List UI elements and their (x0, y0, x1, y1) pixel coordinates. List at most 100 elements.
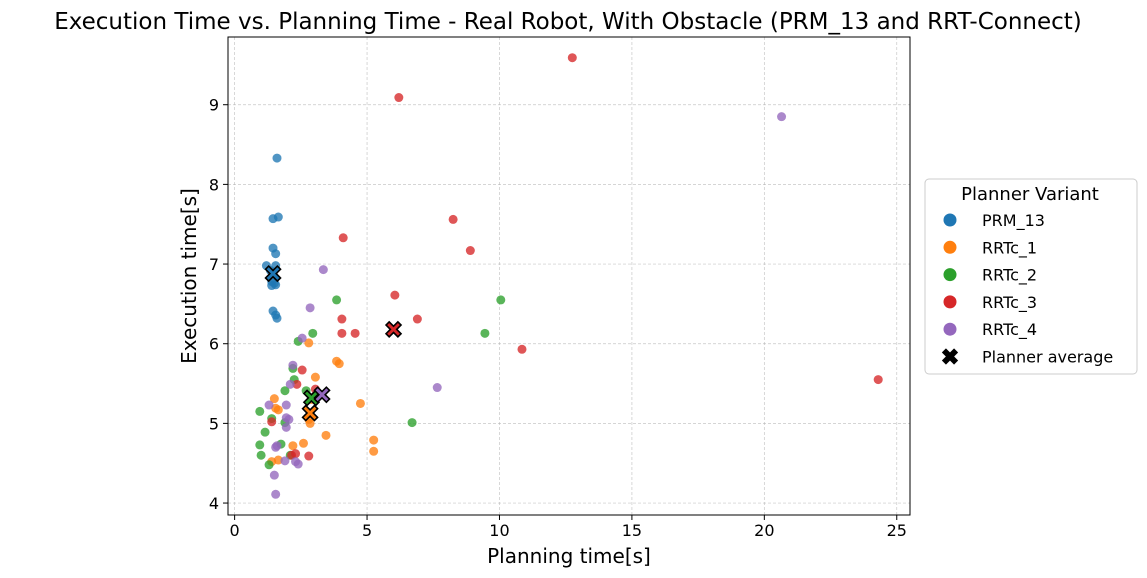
point-rrtc_2 (260, 427, 270, 437)
average-marker-rrtc_1 (301, 404, 319, 422)
legend-marker-prm_13 (943, 213, 957, 227)
point-rrtc_4 (297, 333, 307, 343)
y-axis-label: Execution time[s] (177, 188, 201, 364)
y-tick-label: 4 (209, 494, 219, 513)
point-rrtc_3 (517, 344, 527, 354)
point-rrtc_1 (273, 405, 283, 415)
point-rrtc_4 (288, 360, 298, 370)
point-rrtc_3 (394, 93, 404, 103)
point-rrtc_4 (432, 383, 442, 393)
y-tick-label: 5 (209, 414, 219, 433)
legend-label: RRTc_2 (982, 266, 1037, 286)
point-rrtc_4 (281, 422, 291, 432)
legend-marker-average (941, 348, 959, 365)
point-rrtc_1 (304, 338, 314, 348)
point-rrtc_3 (873, 375, 883, 385)
point-rrtc_3 (304, 451, 314, 461)
legend-title: Planner Variant (961, 184, 1099, 205)
axes: 0 5 10 15 20 25 4 5 6 7 8 9 (209, 36, 911, 540)
point-rrtc_4 (272, 441, 282, 451)
point-rrtc_3 (297, 365, 307, 375)
point-rrtc_2 (264, 460, 274, 470)
legend-label: PRM_13 (982, 211, 1045, 231)
x-axis-label: Planning time[s] (487, 544, 651, 568)
point-prm_13 (271, 249, 281, 259)
average-marker-rrtc_2 (302, 389, 321, 407)
point-prm_13 (267, 281, 277, 291)
point-rrtc_2 (332, 295, 342, 305)
point-rrtc_3 (337, 328, 347, 338)
point-rrtc_4 (305, 303, 315, 313)
point-rrtc_1 (334, 359, 344, 369)
average-marker-prm_13 (264, 264, 282, 283)
point-rrtc_3 (465, 246, 475, 256)
point-rrtc_4 (777, 112, 787, 122)
point-rrtc_1 (269, 394, 279, 404)
y-tick-label: 6 (209, 335, 219, 354)
point-rrtc_1 (298, 438, 308, 448)
data-points (255, 53, 883, 499)
point-rrtc_3 (350, 328, 360, 338)
legend: Planner Variant PRM_13 RRTc_1 RRTc_2 RRTc_3… (924, 178, 1138, 375)
plot-frame (227, 36, 911, 516)
y-tick-label: 9 (209, 96, 219, 115)
point-rrtc_3 (337, 314, 347, 324)
legend-marker-rrtc_3 (943, 295, 957, 309)
point-prm_13 (272, 313, 282, 323)
point-rrtc_4 (280, 456, 290, 466)
point-rrtc_4 (281, 400, 291, 410)
point-rrtc_1 (310, 372, 320, 382)
x-tick-label: 5 (362, 521, 372, 540)
x-tick-label: 15 (622, 521, 642, 540)
point-rrtc_2 (308, 328, 318, 338)
point-rrtc_2 (496, 295, 506, 305)
average-markers (264, 264, 403, 422)
legend-label: Planner average (982, 348, 1113, 367)
point-rrtc_2 (480, 328, 490, 338)
legend-marker-rrtc_4 (943, 322, 957, 336)
point-rrtc_4 (285, 379, 295, 389)
x-tick-label: 0 (230, 521, 240, 540)
point-rrtc_3 (338, 233, 348, 243)
chart-title: Execution Time vs. Planning Time - Real … (54, 9, 1082, 35)
point-rrtc_4 (269, 470, 279, 480)
point-rrtc_4 (264, 400, 274, 410)
legend-label: RRTc_4 (982, 320, 1037, 340)
point-rrtc_3 (412, 314, 422, 324)
point-rrtc_4 (293, 459, 303, 469)
point-rrtc_3 (291, 449, 301, 459)
point-rrtc_4 (271, 489, 281, 499)
point-rrtc_4 (318, 265, 328, 275)
point-rrtc_3 (567, 53, 577, 63)
point-rrtc_2 (255, 406, 265, 416)
grid-lines (228, 37, 910, 515)
legend-marker-rrtc_1 (943, 240, 957, 254)
x-tick-label: 10 (489, 521, 509, 540)
point-rrtc_1 (321, 430, 331, 440)
y-tick-label: 8 (209, 175, 219, 194)
point-rrtc_4 (281, 413, 291, 423)
point-prm_13 (273, 212, 283, 222)
x-tick-label: 20 (754, 521, 774, 540)
average-marker-rrtc_4 (313, 386, 331, 404)
point-rrtc_1 (288, 441, 298, 451)
point-rrtc_2 (407, 418, 417, 428)
legend-label: RRTc_3 (982, 293, 1037, 313)
point-rrtc_2 (280, 386, 290, 396)
average-marker-rrtc_3 (384, 320, 403, 339)
legend-label: RRTc_1 (982, 238, 1037, 258)
point-rrtc_3 (448, 214, 458, 224)
legend-marker-rrtc_2 (943, 268, 957, 282)
point-prm_13 (272, 153, 282, 163)
point-rrtc_2 (256, 450, 266, 460)
point-rrtc_1 (355, 398, 365, 408)
point-rrtc_3 (267, 417, 277, 427)
x-tick-label: 25 (887, 521, 907, 540)
point-rrtc_2 (255, 440, 265, 450)
point-rrtc_1 (369, 446, 379, 456)
point-rrtc_3 (390, 290, 400, 300)
point-rrtc_1 (369, 435, 379, 445)
legend-frame (924, 178, 1138, 375)
y-tick-label: 7 (209, 255, 219, 274)
